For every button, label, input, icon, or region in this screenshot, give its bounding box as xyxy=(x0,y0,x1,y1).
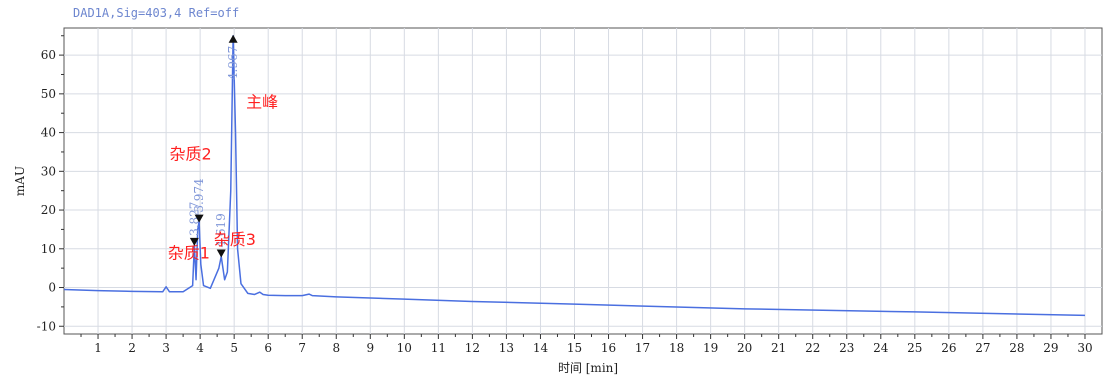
chromatogram-trace xyxy=(63,35,1085,317)
peak-marker xyxy=(189,237,199,246)
x-tick-label: 23 xyxy=(839,341,854,355)
x-tick-label: 3 xyxy=(162,341,170,355)
x-tick-label: 6 xyxy=(264,341,272,355)
axis-layer: 1 2 3 4 5 6 7 8 9 10 11 12 13 14 15 16 17 18 19 20 21 22 23 24 2… xyxy=(37,35,1093,355)
x-tick-label: 29 xyxy=(1043,341,1058,355)
x-tick-label: 11 xyxy=(431,341,446,355)
x-tick-label: 13 xyxy=(499,341,514,355)
x-tick-label: 15 xyxy=(567,341,582,355)
peak-annotation: 杂质1 xyxy=(168,243,210,262)
x-tick-label: 4 xyxy=(196,341,204,355)
grid-layer xyxy=(64,28,1102,334)
x-tick-label: 8 xyxy=(332,341,340,355)
x-tick-label: 1 xyxy=(94,341,102,355)
peak-annotation: 杂质2 xyxy=(170,145,212,164)
y-tick-label: 40 xyxy=(41,126,56,140)
y-tick-label: 10 xyxy=(41,242,56,256)
x-tick-label: 5 xyxy=(230,341,238,355)
x-tick-label: 25 xyxy=(907,341,922,355)
y-tick-label: 20 xyxy=(41,203,56,217)
x-tick-label: 20 xyxy=(737,341,752,355)
y-tick-label: 0 xyxy=(48,281,56,295)
x-tick-label: 14 xyxy=(533,341,549,355)
peak-marker xyxy=(216,249,226,258)
peak-marker xyxy=(194,214,204,223)
y-axis-title: mAU xyxy=(13,166,27,196)
x-tick-label: 26 xyxy=(941,341,956,355)
x-tick-label: 27 xyxy=(975,341,990,355)
y-tick-label: -10 xyxy=(37,319,56,333)
x-tick-label: 12 xyxy=(465,341,480,355)
x-tick-label: 19 xyxy=(703,341,718,355)
peak-retention-label: 3.974 xyxy=(192,178,206,213)
peak-annotation: 主峰 xyxy=(246,92,278,111)
peak-marker xyxy=(228,34,238,43)
peak-retention-label: 4.619 xyxy=(214,213,228,247)
x-tick-label: 22 xyxy=(805,341,820,355)
peak-retention-label: 4.967 xyxy=(226,46,240,80)
x-tick-label: 16 xyxy=(601,341,616,355)
series-layer xyxy=(63,35,1085,317)
x-tick-label: 7 xyxy=(298,341,306,355)
y-tick-label: 50 xyxy=(41,87,56,101)
y-tick-label: 30 xyxy=(41,164,56,178)
x-tick-label: 9 xyxy=(366,341,374,355)
peak-retention-label: 3.827 xyxy=(187,202,201,236)
x-tick-label: 17 xyxy=(635,341,650,355)
peak-annotation: 杂质3 xyxy=(214,230,256,249)
x-tick-label: 24 xyxy=(873,341,889,355)
chart-title: DAD1A,Sig=403,4 Ref=off xyxy=(73,6,239,20)
x-tick-label: 18 xyxy=(669,341,684,355)
x-tick-label: 30 xyxy=(1077,341,1092,355)
annotation-layer: 杂质1 杂质2 杂质3 主峰 xyxy=(168,92,278,262)
y-tick-label: 60 xyxy=(41,48,56,62)
plot-frame xyxy=(63,27,1103,335)
x-tick-label: 10 xyxy=(397,341,412,355)
x-tick-label: 21 xyxy=(771,341,786,355)
x-tick-label: 28 xyxy=(1009,341,1024,355)
x-tick-label: 2 xyxy=(128,341,136,355)
x-axis-title: 时间 [min] xyxy=(558,361,618,375)
